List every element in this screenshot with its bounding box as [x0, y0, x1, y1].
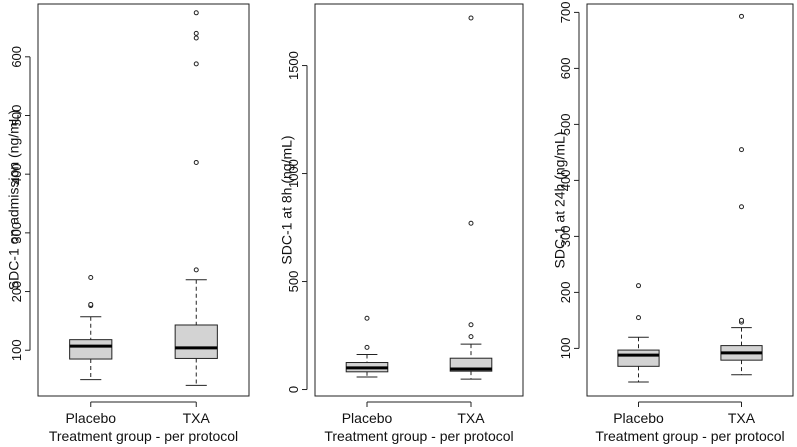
outlier-point	[636, 283, 641, 289]
panel-sdc1-24h: 100 200 300 400 500 600 700 Placebo TXA SDC-1 a…	[552, 2, 794, 444]
outlier-point	[739, 13, 744, 19]
x-axis: Placebo TXA	[65, 401, 211, 426]
plot-frame	[37, 3, 250, 397]
y-tick-label: 400	[9, 163, 24, 185]
box-placebo	[69, 274, 113, 381]
outlier-point	[364, 315, 370, 321]
outlier-point	[468, 334, 474, 340]
plot-frame	[314, 3, 524, 397]
y-tick-label: 300	[558, 226, 573, 248]
y-tick-label: 300	[9, 222, 24, 244]
boxes	[617, 13, 763, 383]
box-txa	[174, 10, 218, 386]
outlier-point	[739, 317, 744, 323]
box-txa	[720, 13, 763, 376]
boxes	[69, 10, 218, 386]
y-axis-title: SDC-1 at 24h (ng/mL)	[552, 132, 568, 269]
y-tick-label: 100	[9, 339, 24, 361]
y-tick-label: 1500	[286, 51, 301, 80]
x-tick-label: Placebo	[342, 410, 393, 426]
outlier-point	[88, 301, 94, 307]
x-axis-title: Treatment group - per protocol	[49, 428, 238, 444]
y-axis: 100 200 300 400 500 600 700	[558, 2, 580, 360]
box-placebo	[617, 283, 660, 383]
y-axis: 0 500 1000 1500	[286, 51, 308, 393]
plot-frame	[586, 3, 794, 397]
x-tick-label: TXA	[728, 410, 756, 426]
outlier-point	[193, 35, 199, 41]
y-axis-title: SDC-1 at 8h (ng/mL)	[279, 135, 295, 264]
outlier-point	[193, 159, 199, 165]
outlier-point	[88, 274, 94, 280]
y-tick-label: 600	[9, 46, 24, 68]
y-tick-label: 0	[286, 386, 301, 393]
box-placebo	[345, 315, 389, 378]
x-tick-label: TXA	[183, 410, 211, 426]
x-tick-label: TXA	[457, 410, 485, 426]
x-tick-label: Placebo	[613, 410, 664, 426]
y-tick-label: 500	[558, 114, 573, 136]
iqr-box	[174, 324, 218, 359]
panel-sdc1-admission: 100 200 300 400 500 600 Placebo TXA SDC-1 on a…	[6, 3, 250, 444]
y-tick-label: 700	[558, 2, 573, 24]
outlier-point	[468, 322, 474, 328]
y-axis: 100 200 300 400 500 600	[9, 46, 31, 361]
outlier-point	[468, 220, 474, 226]
x-tick-label: Placebo	[65, 410, 116, 426]
y-tick-label: 1000	[286, 159, 301, 188]
outlier-point	[739, 147, 744, 153]
x-axis-title: Treatment group - per protocol	[324, 428, 513, 444]
y-tick-label: 500	[9, 105, 24, 127]
x-axis: Placebo TXA	[613, 401, 756, 426]
outlier-point	[193, 267, 199, 273]
outlier-point	[739, 204, 744, 210]
x-axis: Placebo TXA	[342, 401, 485, 426]
y-tick-label: 600	[558, 58, 573, 80]
y-tick-label: 200	[9, 281, 24, 303]
y-tick-label: 400	[558, 170, 573, 192]
boxes	[345, 15, 493, 380]
y-axis-title: SDC-1 on admission (ng/mL)	[6, 110, 22, 291]
iqr-box	[617, 349, 660, 367]
y-tick-label: 200	[558, 282, 573, 304]
y-tick-label: 100	[558, 338, 573, 360]
outlier-point	[193, 61, 199, 67]
outlier-point	[468, 15, 474, 21]
x-axis-title: Treatment group - per protocol	[595, 428, 784, 444]
y-tick-label: 500	[286, 271, 301, 293]
outlier-point	[193, 30, 199, 36]
outlier-point	[636, 315, 641, 321]
box-txa	[449, 15, 493, 380]
outlier-point	[193, 10, 199, 16]
outlier-point	[364, 344, 370, 350]
panel-sdc1-8h: 0 500 1000 1500 Placebo TXA SDC-1 at 8h (ng/…	[279, 3, 524, 444]
iqr-box	[69, 339, 113, 360]
